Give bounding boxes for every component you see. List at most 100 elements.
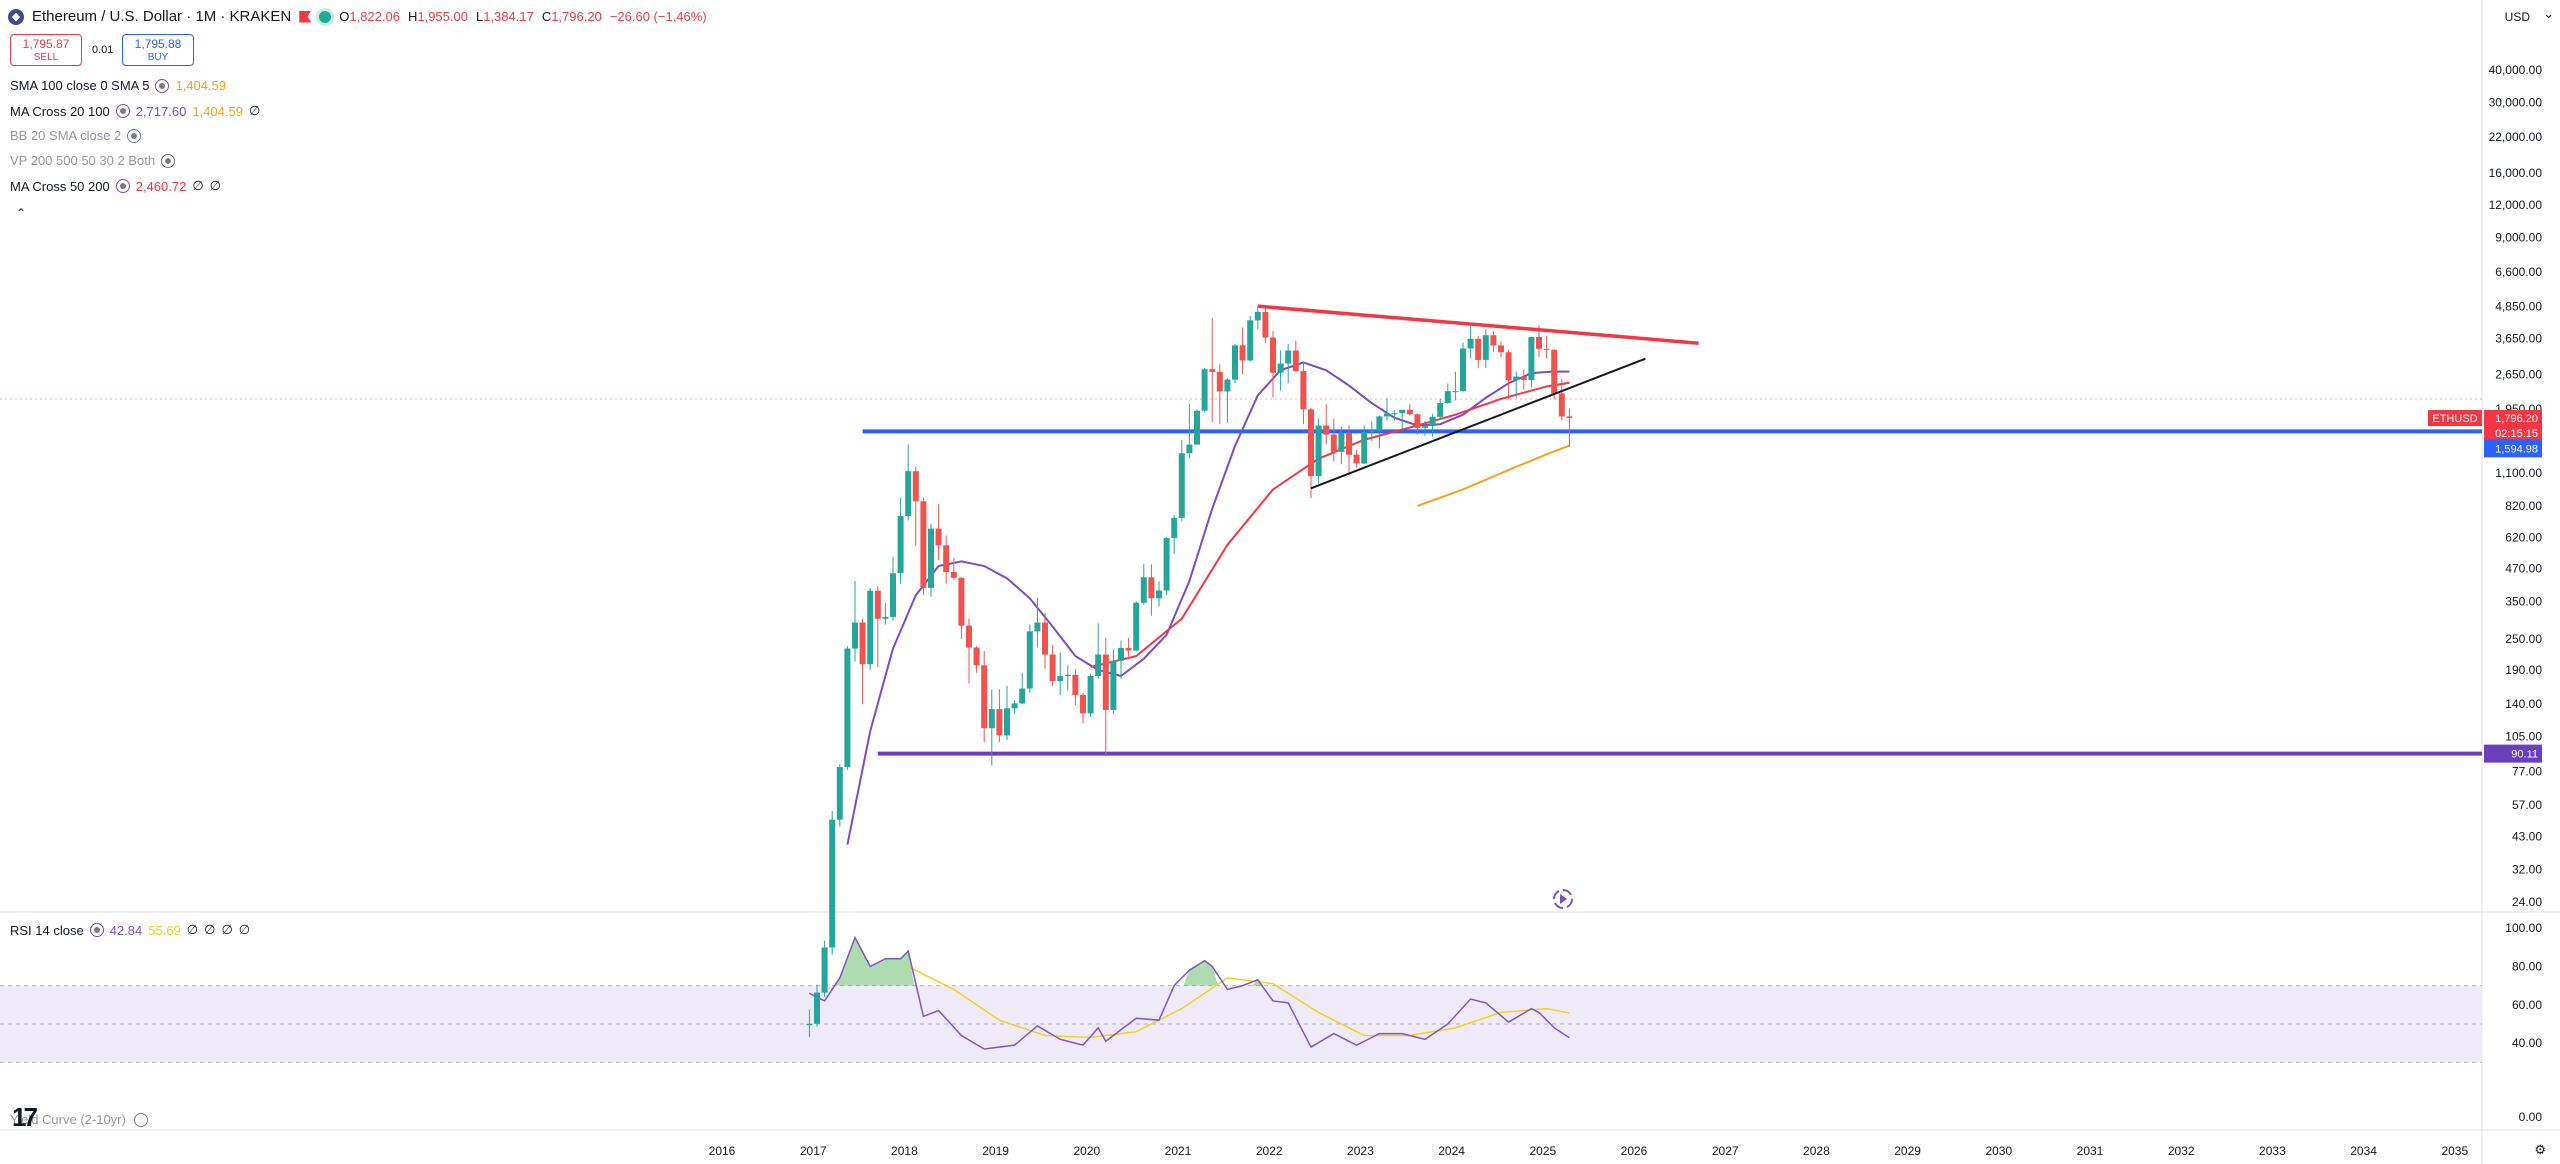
candle-body xyxy=(1133,602,1140,651)
yield-curve-legend[interactable]: Yield Curve (2-10yr) xyxy=(10,1112,148,1127)
currency-label[interactable]: USD xyxy=(2504,10,2530,24)
sync-icon[interactable] xyxy=(115,179,130,193)
candle xyxy=(844,646,851,770)
candle xyxy=(1292,340,1299,372)
countdown-tag: 02:15:15 xyxy=(2495,428,2538,440)
ma-20-line xyxy=(846,361,1570,845)
candle xyxy=(859,618,866,705)
settings-chevron-icon[interactable]: ⌄ xyxy=(2543,6,2554,21)
price-tick-label: 24.00 xyxy=(2512,895,2542,909)
yield-curve-label: Yield Curve (2-10yr) xyxy=(10,1112,126,1127)
candle xyxy=(829,811,836,955)
candle xyxy=(1444,383,1451,404)
candle-body xyxy=(1338,432,1345,452)
collapse-legend-button[interactable]: ⌃ xyxy=(15,206,27,220)
candle-body xyxy=(1019,688,1026,704)
candle xyxy=(1482,328,1489,368)
price-tick-label: 1,100.00 xyxy=(2495,466,2542,480)
candle-body xyxy=(1467,338,1474,349)
price-tick-label: 43.00 xyxy=(2512,830,2542,844)
symbol-title[interactable]: Ethereum / U.S. Dollar · 1M · KRAKEN xyxy=(32,8,292,25)
price-tick-label: 40,000.00 xyxy=(2489,63,2543,77)
candle-body xyxy=(1034,622,1041,632)
candle xyxy=(1414,413,1421,435)
candle xyxy=(1308,407,1314,499)
candle xyxy=(950,558,957,580)
candle-body xyxy=(905,471,912,516)
rsi-tick-label: 80.00 xyxy=(2512,959,2542,973)
hidden-eye-icon[interactable] xyxy=(161,153,176,168)
indicator-legend-row[interactable]: SMA 100 close 0 SMA 5 1,404.59 xyxy=(10,78,226,93)
rsi-overbought-fill xyxy=(833,937,915,986)
ohlc-value: −26.60 (−1.46%) xyxy=(609,9,707,24)
candle xyxy=(1353,450,1360,468)
descending-resistance-line xyxy=(1257,304,1699,345)
candle xyxy=(943,535,950,584)
year-tick-label: 2020 xyxy=(1073,1144,1100,1158)
candle-body xyxy=(882,616,889,619)
candle xyxy=(1520,369,1527,390)
indicator-legend-row[interactable]: MA Cross 20 100 2,717.60 1,404.59 ∅ xyxy=(10,103,260,119)
year-tick-label: 2027 xyxy=(1712,1144,1739,1158)
candle-body xyxy=(1498,345,1504,353)
indicator-value: 2,717.60 xyxy=(135,103,187,119)
indicator-legend-row[interactable]: BB 20 SMA close 2 xyxy=(10,128,142,143)
candle-body xyxy=(1064,674,1071,677)
ohlc-item: O1,822.06 xyxy=(339,9,400,24)
candle-body xyxy=(1209,369,1216,372)
candle xyxy=(852,581,858,662)
candle xyxy=(1437,398,1444,420)
hidden-eye-icon[interactable] xyxy=(127,128,142,143)
indicator-legend-row[interactable]: MA Cross 50 200 2,460.72 ∅ ∅ xyxy=(10,178,221,194)
candle xyxy=(1551,348,1558,400)
settings-gear-icon[interactable]: ⚙ xyxy=(2534,1142,2546,1157)
buy-button[interactable]: 1,795.88 BUY xyxy=(122,34,194,66)
candle xyxy=(836,764,843,827)
sync-icon[interactable] xyxy=(155,78,170,93)
candle-body xyxy=(1194,410,1200,445)
indicator-legend-row[interactable]: VP 200 500 50 30 2 Both xyxy=(10,153,176,168)
candle xyxy=(1239,327,1246,375)
candle-body xyxy=(1201,369,1208,411)
candle-body xyxy=(1080,694,1086,714)
flag-icon[interactable] xyxy=(299,10,312,23)
candle-body xyxy=(1178,453,1185,518)
hidden-eye-icon[interactable] xyxy=(133,1112,148,1127)
candle xyxy=(1467,325,1474,359)
candle xyxy=(912,467,919,546)
rsi-legend-value: 42.84 xyxy=(109,922,143,938)
sync-icon[interactable] xyxy=(89,923,104,937)
blue-level-tag-bg xyxy=(2484,439,2542,458)
candle-body xyxy=(1292,350,1299,372)
candle xyxy=(1300,361,1307,425)
candle-body xyxy=(1399,409,1406,414)
candle-body xyxy=(943,545,950,573)
spread-value: 0.01 xyxy=(92,44,114,56)
candle-body xyxy=(1057,676,1064,682)
candle-body xyxy=(1444,391,1451,404)
year-tick-label: 2032 xyxy=(2168,1144,2195,1158)
year-tick-label: 2017 xyxy=(800,1144,827,1158)
sell-button[interactable]: 1,795.87 SELL xyxy=(10,34,82,66)
candle-body xyxy=(1406,409,1413,415)
candle-body xyxy=(1566,416,1573,419)
candle-body xyxy=(1452,391,1459,393)
candle xyxy=(1110,649,1117,715)
price-tick-label: 105.00 xyxy=(2505,729,2542,743)
rsi-legend[interactable]: RSI 14 close 42.84 55.69 ∅ ∅ ∅ ∅ xyxy=(10,922,250,938)
candle xyxy=(1133,601,1140,652)
candle-body xyxy=(897,515,904,574)
candle xyxy=(1163,536,1170,596)
candle xyxy=(973,646,980,673)
year-tick-label: 2029 xyxy=(1894,1144,1921,1158)
ohlc-values: O1,822.06 H1,955.00 L1,384.17 C1,796.20 −26.… xyxy=(339,9,706,24)
price-tick-label: 140.00 xyxy=(2505,697,2542,711)
candle-body xyxy=(1110,660,1117,710)
candle xyxy=(1194,409,1200,445)
sync-icon[interactable] xyxy=(115,104,130,118)
purple-level-tag: 90.11 xyxy=(2511,749,2538,761)
candle xyxy=(958,577,965,640)
candle xyxy=(1422,420,1428,437)
candle xyxy=(1254,306,1261,330)
